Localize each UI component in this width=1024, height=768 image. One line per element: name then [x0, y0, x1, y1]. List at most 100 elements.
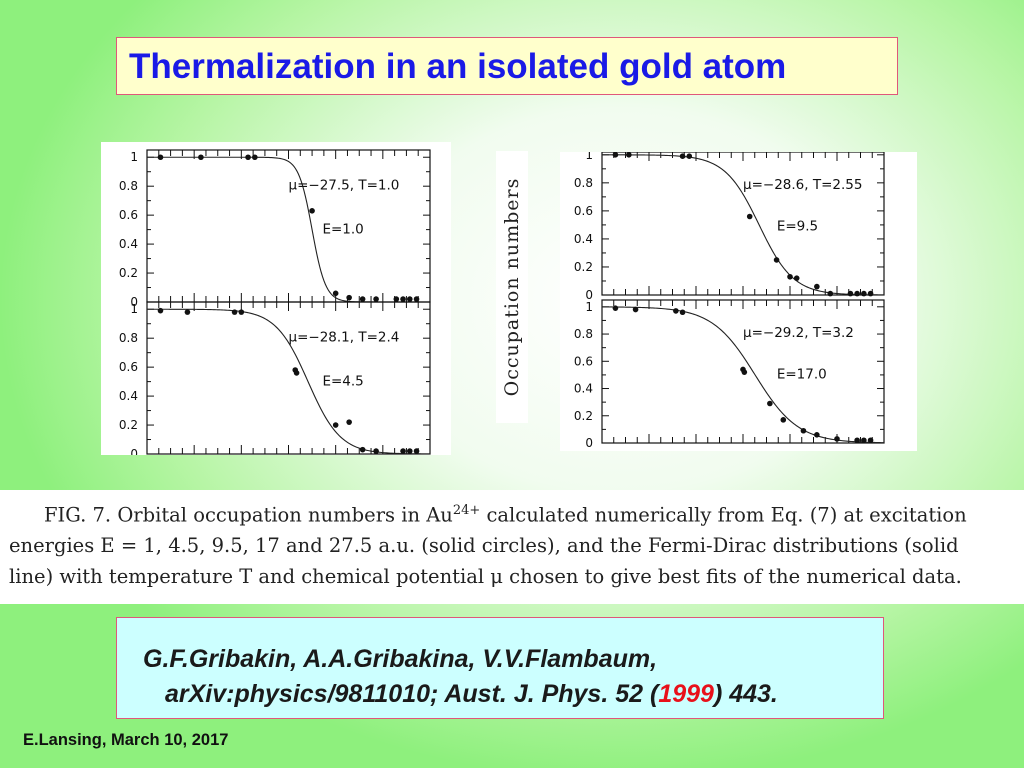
right-figure: 1 0.8 0.6 0.4 0.2 0 μ=−28.6, T=2.55 E=9.5 1 0.8 0.… [560, 148, 917, 451]
data-point [861, 437, 867, 444]
data-point [157, 307, 164, 314]
shared-ylabel: Occupation numbers [501, 177, 523, 397]
data-point [359, 296, 366, 302]
annotation-energy: E=4.5 [322, 374, 363, 390]
title-box: Thermalization in an isolated gold atom [116, 37, 898, 95]
y-tick-label: 0.2 [574, 409, 593, 423]
data-point [346, 419, 352, 425]
reference-box: G.F.Gribakin, A.A.Gribakina, V.V.Flambau… [116, 617, 884, 719]
annotation-energy: E=17.0 [777, 367, 827, 383]
panel-frame [146, 149, 431, 303]
reference-year: 1999 [658, 680, 714, 708]
data-point [673, 308, 679, 314]
data-point [612, 152, 619, 158]
data-point [767, 400, 773, 407]
data-point [814, 432, 820, 438]
right-plot-svg: 1 0.8 0.6 0.4 0.2 0 μ=−28.6, T=2.55 E=9.5 1 0.8 0.… [574, 148, 885, 450]
data-point [198, 154, 204, 161]
data-point [413, 296, 420, 302]
footer-text: E.Lansing, March 10, 2017 [23, 731, 229, 749]
caption-line-3: line) with temperature T and chemical po… [9, 565, 962, 588]
y-tick-label: 1 [585, 152, 593, 162]
data-point [679, 153, 686, 160]
data-point [854, 290, 860, 297]
y-tick-label: 0.4 [574, 232, 593, 246]
y-tick-label: 0.2 [119, 266, 138, 280]
data-point [238, 309, 245, 315]
annotation-params: μ=−29.2, T=3.2 [743, 325, 854, 341]
data-point [847, 290, 854, 297]
data-point [157, 154, 164, 161]
annotation-params: μ=−28.6, T=2.55 [743, 177, 862, 193]
y-tick-label: 0.6 [574, 354, 593, 368]
annotation-energy: E=9.5 [777, 219, 818, 235]
reference-authors: G.F.Gribakin, A.A.Gribakina, V.V.Flambau… [143, 645, 658, 673]
y-tick-label: 0.2 [574, 260, 593, 274]
data-point [787, 273, 793, 280]
chart-panel-2: 1 0.8 0.6 0.4 0.2 0 μ=−28.1, T=2.4 E=4.5 [119, 301, 431, 461]
data-point [686, 153, 693, 160]
data-point [793, 275, 800, 281]
data-point [626, 152, 632, 158]
left-plot-svg: 1 0.8 0.6 0.4 0.2 0 μ=−27.5, T=1.0 E=1.0 1 0.8 0.6… [119, 149, 431, 461]
slide-title: Thermalization in an isolated gold atom [129, 47, 787, 86]
reference-citation: arXiv:physics/9811010; Aust. J. Phys. 52… [165, 680, 778, 709]
data-point [400, 448, 406, 454]
data-point [746, 213, 753, 220]
data-point [231, 309, 238, 315]
data-point [834, 436, 840, 442]
data-point [867, 290, 874, 297]
y-tick-label: 0 [585, 288, 593, 302]
caption-line-1: FIG. 7. Orbital occupation numbers in Au… [44, 503, 967, 527]
shared-ylabel-box: Occupation numbers [496, 151, 528, 423]
data-point [400, 296, 406, 302]
data-point [359, 446, 366, 453]
caption-superscript: 24+ [452, 503, 481, 518]
figure-caption: FIG. 7. Orbital occupation numbers in Au… [0, 490, 1024, 604]
data-point [827, 290, 834, 297]
panel-frame [601, 151, 885, 296]
data-point [854, 437, 860, 444]
data-point [741, 369, 748, 375]
data-point [245, 154, 251, 161]
y-tick-label: 0 [130, 447, 138, 455]
data-point [346, 294, 352, 301]
y-tick-label: 0.4 [119, 389, 138, 403]
y-tick-label: 1 [130, 302, 138, 316]
y-tick-label: 0 [585, 436, 593, 450]
y-tick-label: 0.4 [119, 237, 138, 251]
y-tick-label: 0 [130, 295, 138, 309]
fermi-dirac-curve [602, 154, 884, 296]
data-point [332, 422, 339, 428]
data-point [612, 305, 619, 311]
y-tick-label: 0.8 [574, 176, 593, 190]
data-point [632, 306, 639, 313]
chart-panel-4: 1 0.8 0.6 0.4 0.2 0 μ=−29.2, T=3.2 E=17.0 [574, 299, 885, 450]
data-point [679, 309, 686, 316]
y-tick-label: 0.8 [574, 327, 593, 341]
data-point [252, 154, 258, 161]
y-tick-label: 0.6 [119, 360, 138, 374]
data-point [309, 208, 315, 214]
data-point [184, 309, 191, 315]
left-figure: 1 0.8 0.6 0.4 0.2 0 μ=−27.5, T=1.0 E=1.0 1 0.8 0.6… [101, 142, 451, 461]
y-tick-label: 1 [130, 150, 138, 164]
y-tick-label: 0.4 [574, 382, 593, 396]
data-point [393, 296, 400, 302]
y-tick-label: 0.6 [574, 204, 593, 218]
data-point [373, 448, 379, 454]
y-tick-label: 0.8 [119, 179, 138, 193]
chart-panel-1: 1 0.8 0.6 0.4 0.2 0 μ=−27.5, T=1.0 E=1.0 [119, 149, 431, 309]
annotation-energy: E=1.0 [322, 222, 363, 238]
annotation-params: μ=−27.5, T=1.0 [289, 178, 400, 194]
data-point [814, 283, 820, 290]
chart-panel-3: 1 0.8 0.6 0.4 0.2 0 μ=−28.6, T=2.55 E=9.5 [574, 148, 885, 302]
caption-line-1b: calculated numerically from Eq. (7) at e… [480, 503, 967, 527]
data-point [332, 290, 339, 297]
caption-line-1a: FIG. 7. Orbital occupation numbers in Au [44, 503, 453, 527]
panel-frame [146, 301, 431, 455]
y-tick-label: 0.6 [119, 208, 138, 222]
data-point [773, 257, 780, 263]
reference-citation-a: arXiv:physics/9811010; Aust. J. Phys. 52… [165, 680, 659, 708]
data-point [780, 417, 787, 423]
